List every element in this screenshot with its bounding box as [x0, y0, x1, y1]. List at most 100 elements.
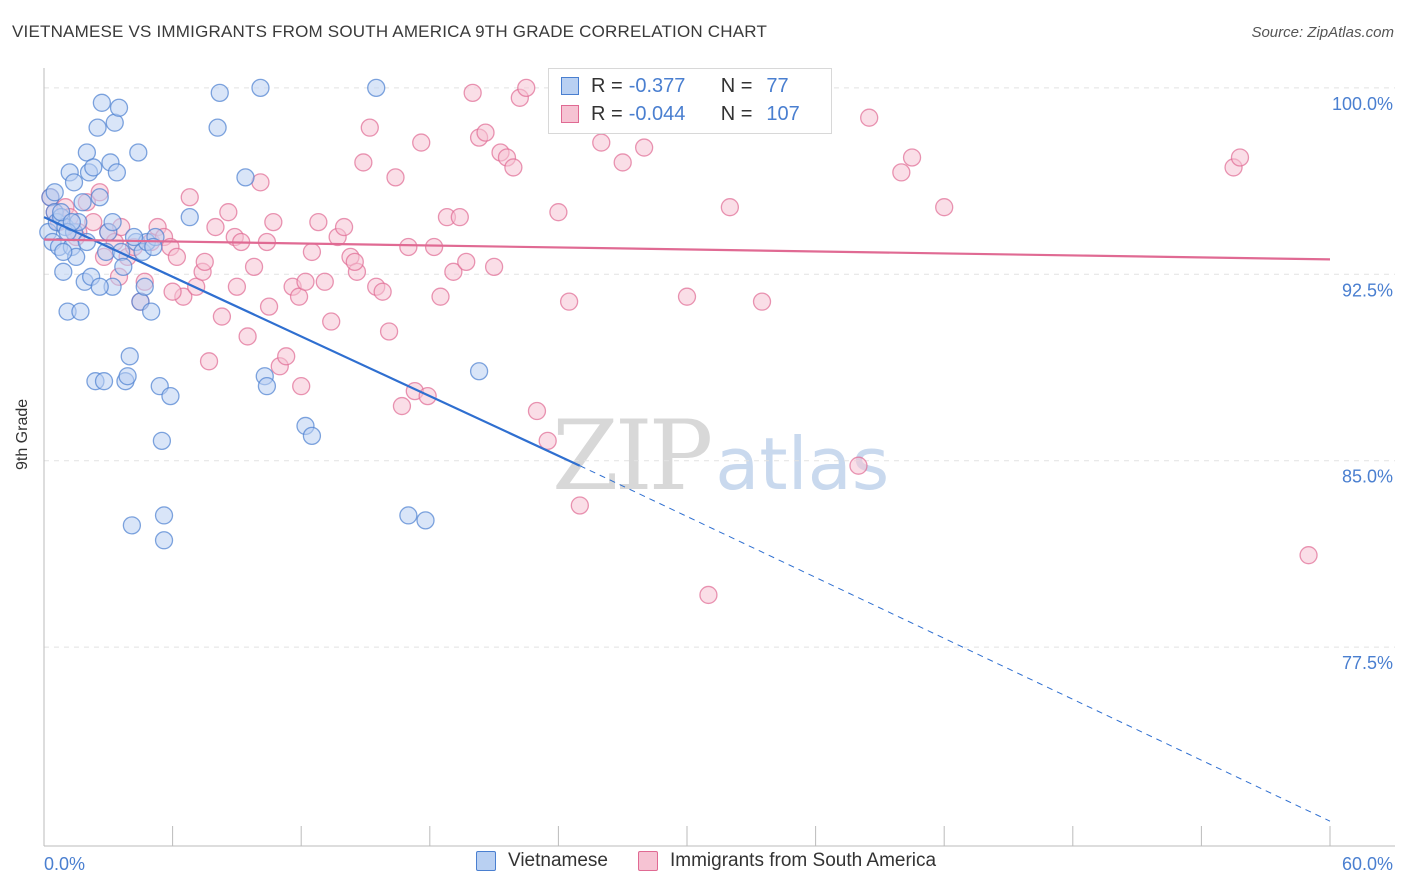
x-tick-label: 0.0%	[44, 854, 85, 874]
data-point-south-america	[277, 347, 296, 366]
legend-n-label: N =	[720, 102, 753, 125]
series-legend: Vietnamese Immigrants from South America	[476, 850, 966, 872]
data-point-south-america	[399, 237, 418, 257]
data-point-vietnamese	[92, 93, 112, 112]
data-point-south-america	[527, 401, 547, 421]
y-tick-label: 92.5%	[1342, 280, 1393, 300]
data-point-vietnamese	[154, 531, 174, 550]
legend-row-south-america: R = -0.044 N = 107	[561, 101, 800, 127]
trendline-vietnamese	[43, 216, 581, 467]
data-point-south-america	[860, 108, 879, 127]
data-point-vietnamese	[208, 118, 227, 137]
data-point-vietnamese	[54, 262, 73, 281]
data-point-south-america	[720, 198, 740, 217]
data-point-south-america	[849, 456, 868, 475]
data-point-vietnamese	[144, 237, 163, 257]
legend-r-value: -0.377	[628, 74, 686, 97]
data-point-vietnamese	[180, 207, 199, 227]
data-point-vietnamese	[94, 372, 114, 391]
data-point-south-america	[386, 168, 405, 187]
data-point-vietnamese	[54, 242, 73, 262]
data-point-vietnamese	[161, 386, 180, 406]
data-point-south-america	[431, 287, 450, 306]
data-point-south-america	[373, 282, 392, 301]
data-point-south-america	[238, 327, 257, 346]
y-axis-label: 9th Grade	[14, 398, 31, 470]
data-point-south-america	[195, 252, 214, 272]
data-point-south-america	[244, 257, 264, 276]
data-point-south-america	[677, 287, 697, 306]
trendline-vietnamese-projection	[579, 465, 1331, 822]
legend-r-label: R =	[591, 102, 623, 125]
legend-label-south-america: Immigrants from South America	[670, 850, 937, 871]
legend-swatch-south-america	[638, 851, 658, 871]
data-point-south-america	[302, 242, 322, 262]
data-point-vietnamese	[302, 426, 322, 446]
data-point-south-america	[935, 198, 954, 217]
data-point-south-america	[315, 272, 334, 291]
data-point-vietnamese	[114, 257, 133, 276]
data-point-vietnamese	[135, 277, 154, 296]
data-point-south-america	[476, 123, 495, 142]
data-point-south-america	[463, 83, 482, 103]
data-point-south-america	[199, 352, 219, 371]
data-point-south-america	[752, 292, 772, 311]
data-point-south-america	[457, 252, 476, 272]
data-point-vietnamese	[257, 377, 277, 396]
data-point-south-america	[444, 262, 463, 281]
data-point-south-america	[360, 118, 379, 137]
legend-item-vietnamese[interactable]: Vietnamese	[476, 850, 608, 872]
data-point-south-america	[212, 307, 232, 326]
data-point-south-america	[334, 217, 354, 237]
data-point-south-america	[296, 272, 315, 291]
data-point-south-america	[559, 292, 579, 311]
legend-n-label: N =	[720, 74, 753, 97]
data-point-vietnamese	[469, 362, 489, 381]
legend-n-value: 77	[766, 74, 789, 97]
data-point-south-america	[292, 377, 311, 396]
data-point-south-america	[592, 133, 611, 152]
legend-n-value: 107	[766, 102, 800, 125]
data-point-vietnamese	[73, 193, 92, 212]
data-point-south-america	[167, 247, 187, 267]
data-point-south-america	[206, 217, 225, 237]
data-point-south-america	[309, 212, 328, 232]
data-point-south-america	[892, 163, 911, 182]
data-point-vietnamese	[154, 506, 174, 525]
data-point-south-america	[227, 277, 247, 296]
data-point-south-america	[570, 496, 589, 515]
data-point-vietnamese	[416, 511, 435, 530]
x-tick-label: 60.0%	[1342, 854, 1393, 874]
data-point-vietnamese	[120, 347, 139, 366]
data-point-south-america	[504, 158, 523, 177]
legend-swatch-vietnamese	[561, 77, 579, 95]
data-point-vietnamese	[90, 277, 109, 296]
legend-row-vietnamese: R = -0.377 N = 77	[561, 73, 789, 99]
legend-label-vietnamese: Vietnamese	[508, 850, 608, 871]
stats-legend: R = -0.377 N = 77 R = -0.044 N = 107	[548, 68, 832, 134]
y-tick-label: 100.0%	[1332, 94, 1393, 114]
chart-title: VIETNAMESE VS IMMIGRANTS FROM SOUTH AMER…	[12, 22, 768, 41]
data-point-vietnamese	[109, 98, 129, 117]
data-point-vietnamese	[399, 506, 418, 525]
data-point-vietnamese	[210, 83, 229, 103]
data-point-vietnamese	[251, 78, 270, 98]
legend-swatch-south-america	[561, 105, 579, 123]
data-point-south-america	[163, 282, 182, 301]
data-point-south-america	[613, 153, 632, 172]
data-point-vietnamese	[71, 302, 90, 321]
data-point-south-america	[450, 207, 469, 227]
data-point-south-america	[345, 252, 364, 272]
data-point-south-america	[354, 153, 373, 172]
legend-r-label: R =	[591, 74, 623, 97]
data-point-vietnamese	[45, 183, 64, 202]
data-point-vietnamese	[64, 173, 84, 192]
data-point-south-america	[322, 312, 341, 331]
y-tick-label: 77.5%	[1342, 653, 1393, 673]
legend-item-south-america[interactable]: Immigrants from South America	[638, 850, 936, 872]
data-point-south-america	[424, 237, 444, 257]
data-point-south-america	[259, 297, 279, 316]
data-point-south-america	[538, 431, 557, 450]
data-point-south-america	[699, 585, 718, 605]
